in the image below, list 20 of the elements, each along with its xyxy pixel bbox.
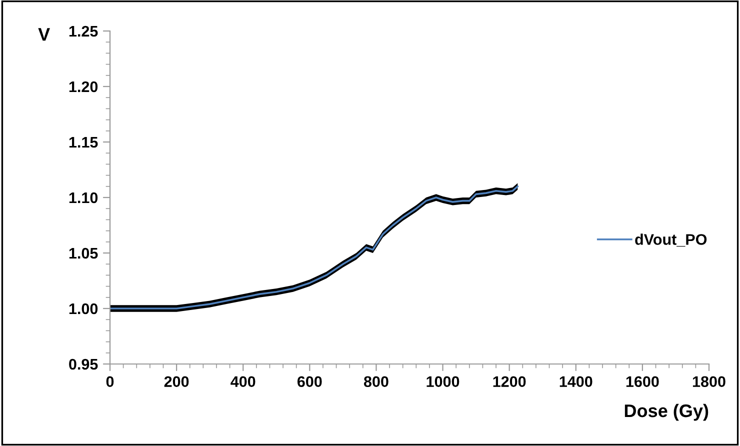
legend-label: dVout_PO: [635, 234, 707, 247]
y-tick-label: 1.15: [69, 137, 98, 148]
y-tick-label: 1.00: [69, 303, 98, 314]
x-tick-label: 400: [230, 376, 256, 388]
x-tick-label: 200: [164, 376, 189, 388]
x-tick-label: 600: [297, 376, 322, 388]
y-tick-label: 1.25: [69, 26, 98, 37]
x-tick-label: 1600: [626, 376, 659, 388]
x-tick-label: 1800: [692, 376, 726, 388]
x-tick-label: 1200: [493, 376, 526, 388]
x-tick-label: 0: [106, 376, 114, 388]
x-axis-title: Dose (Gy): [624, 404, 708, 421]
y-tick-label: 0.95: [69, 358, 98, 370]
y-axis-title: V: [38, 28, 50, 41]
x-tick-label: 800: [364, 376, 388, 388]
x-tick-label: 1000: [426, 376, 460, 388]
y-tick-label: 1.20: [69, 81, 98, 92]
x-tick-label: 1400: [560, 376, 592, 388]
y-tick-label: 1.05: [69, 248, 98, 259]
y-tick-label: 1.10: [69, 192, 98, 204]
